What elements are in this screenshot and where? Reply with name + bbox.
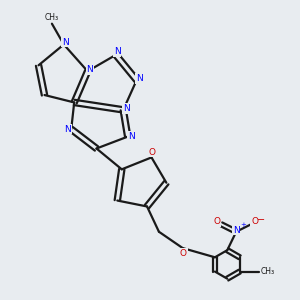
- Text: +: +: [240, 222, 246, 228]
- Text: −: −: [256, 215, 265, 225]
- Text: O: O: [148, 148, 156, 157]
- Text: O: O: [180, 249, 187, 258]
- Text: N: N: [87, 65, 93, 74]
- Text: N: N: [62, 38, 69, 46]
- Text: CH₃: CH₃: [45, 13, 59, 22]
- Text: N: N: [233, 226, 240, 235]
- Text: N: N: [64, 125, 71, 134]
- Text: O: O: [251, 218, 258, 226]
- Text: N: N: [123, 104, 130, 113]
- Text: N: N: [128, 132, 135, 141]
- Text: O: O: [213, 218, 220, 226]
- Text: N: N: [136, 74, 142, 83]
- Text: CH₃: CH₃: [261, 267, 275, 276]
- Text: N: N: [114, 47, 121, 56]
